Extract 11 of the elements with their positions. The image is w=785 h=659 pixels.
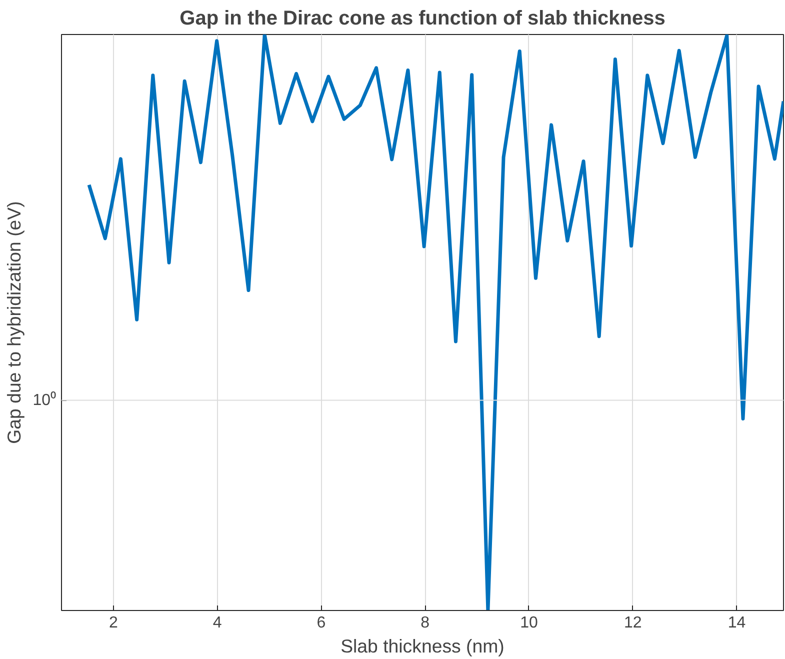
x-tick-label: 10 (520, 614, 538, 632)
y-axis-title: Gap due to hybridization (eV) (4, 201, 25, 444)
x-tick-label: 6 (316, 614, 326, 632)
ref-line-label: 10⁰ (32, 390, 56, 409)
x-tick-label: 14 (728, 614, 746, 632)
chart-title: Gap in the Dirac cone as function of slab thickness (180, 8, 666, 30)
x-tick-label: 12 (624, 614, 642, 632)
x-tick-label: 2 (108, 614, 118, 632)
x-axis-title: Slab thickness (nm) (340, 636, 504, 656)
x-tick-label: 8 (420, 614, 430, 632)
x-tick-label: 4 (212, 614, 222, 632)
